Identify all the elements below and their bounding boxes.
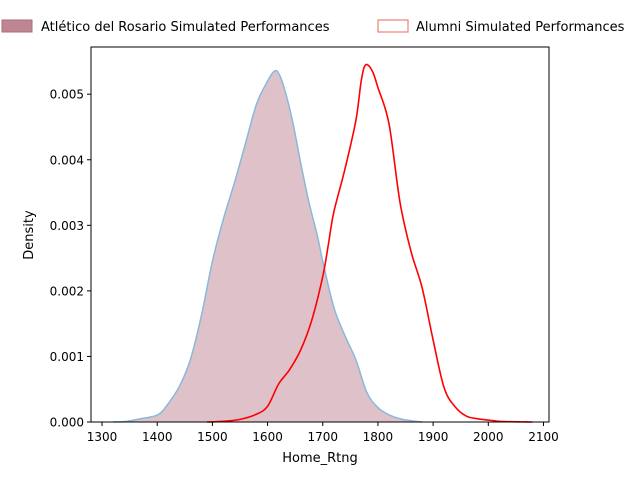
series-layer [113,63,533,423]
legend-label-series-1: Atlético del Rosario Simulated Performan… [41,20,330,35]
x-axis-ticks: 1300 1400 1500 1600 1700 1800 1900 2000 2100 [87,422,559,444]
x-tick-label: 1700 [307,430,338,444]
legend-swatch-series-1 [1,19,33,33]
legend-label-series-2: Alumni Simulated Performances [416,20,625,35]
series-1-area [113,70,423,423]
x-tick-label: 1400 [142,430,173,444]
x-tick-label: 2000 [473,430,504,444]
x-tick-label: 1800 [363,430,394,444]
y-axis-ticks: 0.000 0.001 0.002 0.003 0.004 0.005 [50,88,91,430]
y-tick-label: 0.003 [50,219,84,233]
x-axis-label: Home_Rtng [282,451,358,466]
x-tick-label: 1600 [252,430,283,444]
y-tick-label: 0.001 [50,350,84,364]
y-tick-label: 0.000 [50,416,84,430]
y-tick-label: 0.004 [50,153,84,167]
x-tick-label: 1500 [197,430,228,444]
plot-frame [90,46,550,423]
x-tick-label: 2100 [528,430,559,444]
x-tick-label: 1900 [418,430,449,444]
legend-swatch-series-2 [377,19,409,33]
y-axis-label: Density [22,210,37,260]
series-1-line [113,69,423,423]
y-tick-label: 0.002 [50,284,84,298]
x-tick-label: 1300 [87,430,118,444]
y-tick-label: 0.005 [50,88,84,102]
series-2-line [206,63,533,423]
legend: Atlético del Rosario Simulated Performan… [1,19,625,35]
